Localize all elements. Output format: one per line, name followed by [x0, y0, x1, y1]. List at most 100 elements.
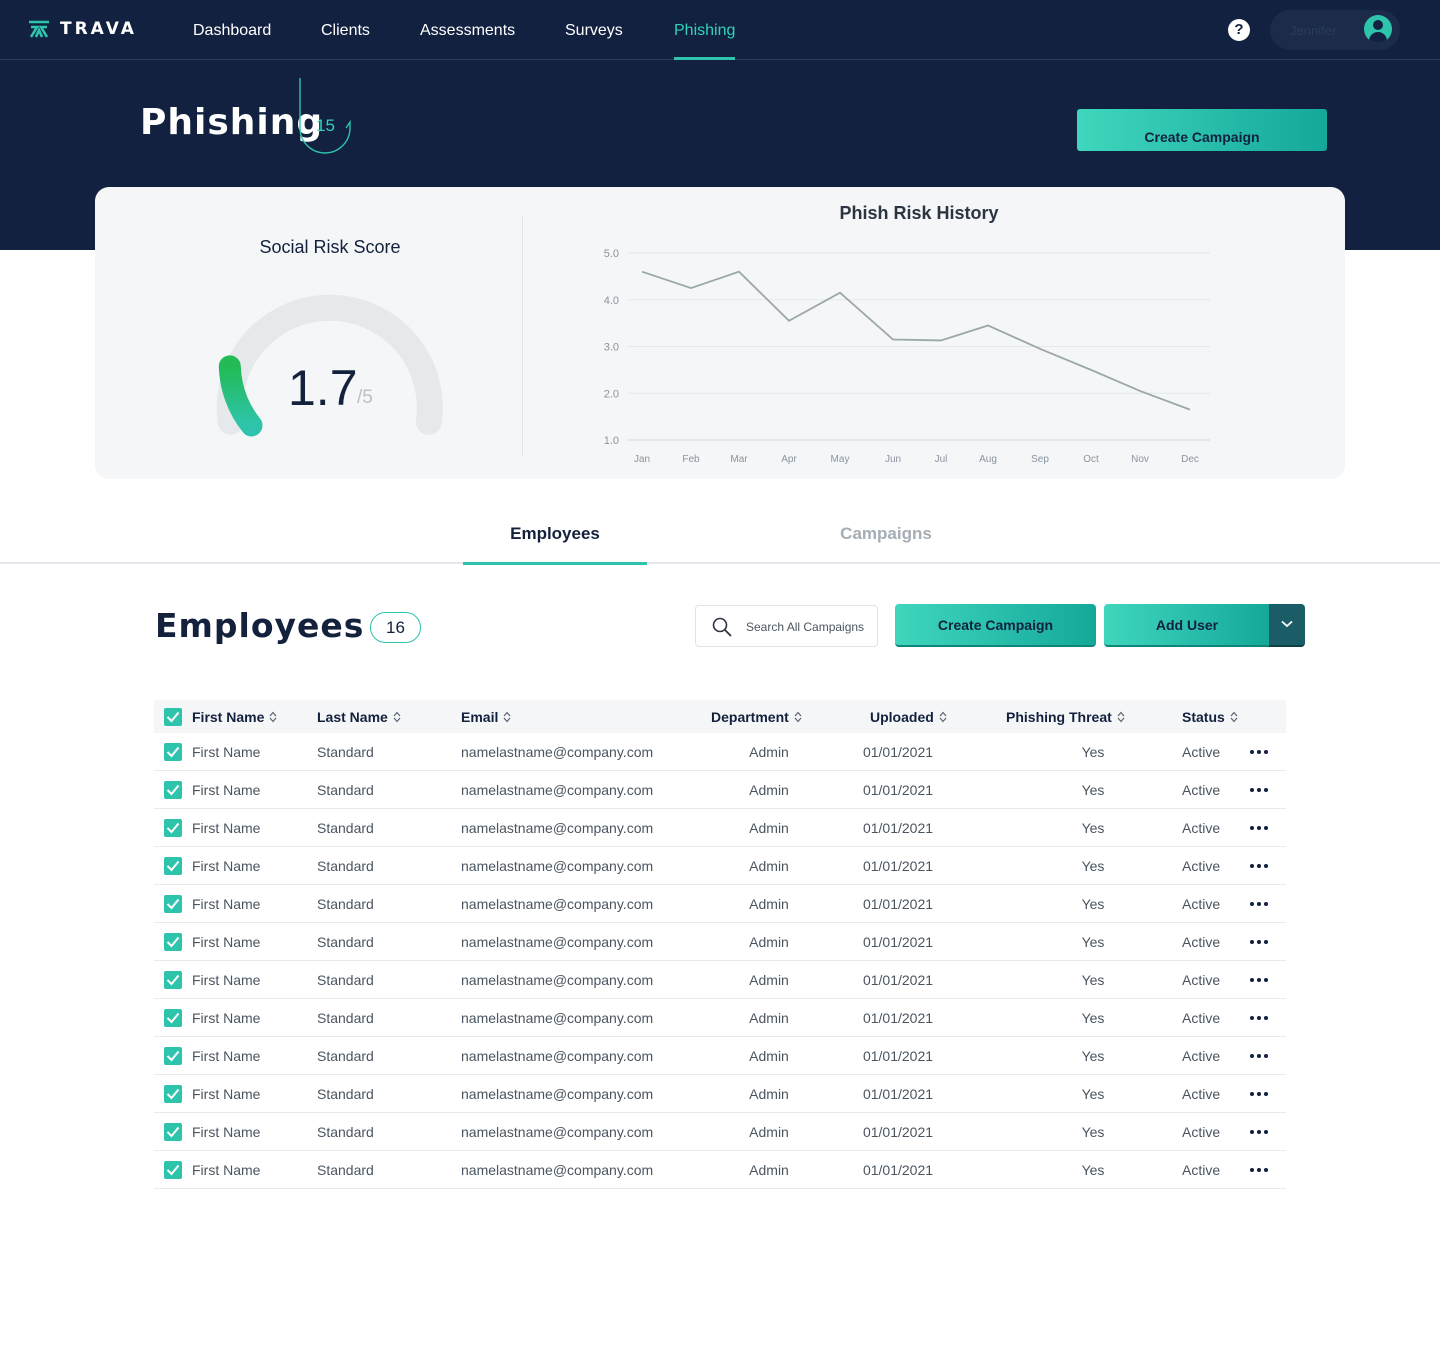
- column-email[interactable]: Email: [461, 700, 511, 733]
- x-tick-label: Aug: [979, 454, 997, 465]
- table-row[interactable]: First Name Standard namelastname@company.c…: [154, 923, 1286, 961]
- page-title: Phishing: [140, 102, 324, 143]
- cell-email: namelastname@company.com: [461, 858, 654, 874]
- row-checkbox[interactable]: [164, 1161, 182, 1179]
- row-checkbox[interactable]: [164, 743, 182, 761]
- select-all-checkbox[interactable]: [164, 708, 182, 726]
- brand-name: TRAVA: [60, 19, 137, 39]
- column-label: Uploaded: [870, 709, 934, 725]
- table-row[interactable]: First Name Standard namelastname@company.c…: [154, 1075, 1286, 1113]
- cell-last-name: Standard: [317, 1010, 374, 1026]
- row-checkbox[interactable]: [164, 1009, 182, 1027]
- top-navigation: TRAVA Dashboard Clients Assessments Surv…: [0, 0, 1440, 60]
- add-user-button[interactable]: Add User: [1104, 604, 1270, 647]
- more-dots-icon[interactable]: [1248, 1113, 1272, 1151]
- cell-phishing-threat: Yes: [1081, 934, 1105, 950]
- nav-phishing[interactable]: Phishing: [674, 0, 736, 60]
- more-dots-icon[interactable]: [1248, 1151, 1272, 1189]
- risk-stats-card: Social Risk Score 1.7 /5 Phish Risk Hist…: [95, 187, 1345, 479]
- cell-department: Admin: [749, 934, 789, 950]
- nav-surveys[interactable]: Surveys: [565, 22, 623, 39]
- cell-email: namelastname@company.com: [461, 1086, 654, 1102]
- search-input[interactable]: [746, 617, 870, 637]
- cell-status: Active: [1182, 744, 1221, 760]
- nav-dashboard[interactable]: Dashboard: [193, 22, 272, 39]
- more-dots-icon[interactable]: [1248, 961, 1272, 999]
- x-tick-label: Feb: [682, 454, 700, 465]
- row-checkbox[interactable]: [164, 933, 182, 951]
- more-dots-icon[interactable]: [1248, 923, 1272, 961]
- cell-email: namelastname@company.com: [461, 896, 654, 912]
- cell-uploaded: 01/01/2021: [862, 1086, 934, 1102]
- more-dots-icon[interactable]: [1248, 999, 1272, 1037]
- more-dots-icon[interactable]: [1248, 1037, 1272, 1075]
- more-dots-icon[interactable]: [1248, 733, 1272, 771]
- column-last-name[interactable]: Last Name: [317, 700, 401, 733]
- cell-status: Active: [1182, 1124, 1221, 1140]
- tab-bar: Employees Campaigns: [0, 510, 1440, 565]
- more-dots-icon[interactable]: [1248, 1075, 1272, 1113]
- user-menu[interactable]: Jennifer: [1270, 10, 1400, 50]
- y-tick-label: 1.0: [604, 435, 619, 447]
- table-row[interactable]: First Name Standard namelastname@company.c…: [154, 809, 1286, 847]
- cell-uploaded: 01/01/2021: [862, 1048, 934, 1064]
- cell-last-name: Standard: [317, 972, 374, 988]
- checkbox-checked-icon: [166, 1012, 180, 1024]
- row-checkbox[interactable]: [164, 1123, 182, 1141]
- row-checkbox[interactable]: [164, 1085, 182, 1103]
- cell-email: namelastname@company.com: [461, 1124, 654, 1140]
- search-box[interactable]: [695, 605, 878, 647]
- cell-first-name: First Name: [192, 820, 261, 836]
- table-row[interactable]: First Name Standard namelastname@company.c…: [154, 733, 1286, 771]
- nav-assessments[interactable]: Assessments: [420, 22, 516, 39]
- table-row[interactable]: First Name Standard namelastname@company.c…: [154, 1037, 1286, 1075]
- checkbox-checked-icon: [166, 974, 180, 986]
- sort-icon: [503, 711, 511, 723]
- row-checkbox[interactable]: [164, 971, 182, 989]
- more-dots-icon[interactable]: [1248, 809, 1272, 847]
- more-dots-icon[interactable]: [1248, 771, 1272, 809]
- sort-icon: [393, 711, 401, 723]
- column-phishing-threat[interactable]: Phishing Threat: [1006, 700, 1125, 733]
- column-department[interactable]: Department: [711, 700, 802, 733]
- cell-status: Active: [1182, 858, 1221, 874]
- column-label: First Name: [192, 709, 265, 725]
- more-dots-icon[interactable]: [1248, 885, 1272, 923]
- cell-last-name: Standard: [317, 820, 374, 836]
- cell-first-name: First Name: [192, 1048, 261, 1064]
- row-checkbox[interactable]: [164, 857, 182, 875]
- cell-phishing-threat: Yes: [1081, 1048, 1105, 1064]
- table-row[interactable]: First Name Standard namelastname@company.c…: [154, 847, 1286, 885]
- add-user-dropdown-button[interactable]: [1269, 604, 1305, 647]
- table-row[interactable]: First Name Standard namelastname@company.c…: [154, 999, 1286, 1037]
- risk-score-value: 1.7: [288, 360, 358, 416]
- checkbox-checked-icon: [166, 936, 180, 948]
- create-campaign-header-button[interactable]: Create Campaign: [1077, 109, 1327, 151]
- x-tick-label: Nov: [1131, 454, 1149, 465]
- cell-phishing-threat: Yes: [1081, 972, 1105, 988]
- table-row[interactable]: First Name Standard namelastname@company.c…: [154, 771, 1286, 809]
- column-status[interactable]: Status: [1182, 700, 1238, 733]
- help-icon[interactable]: ?: [1228, 19, 1250, 41]
- cell-email: namelastname@company.com: [461, 934, 654, 950]
- table-row[interactable]: First Name Standard namelastname@company.c…: [154, 885, 1286, 923]
- table-row[interactable]: First Name Standard namelastname@company.c…: [154, 1151, 1286, 1189]
- tab-employees[interactable]: Employees: [463, 510, 647, 565]
- row-checkbox[interactable]: [164, 895, 182, 913]
- row-checkbox[interactable]: [164, 781, 182, 799]
- nav-clients[interactable]: Clients: [321, 22, 370, 39]
- more-dots-icon[interactable]: [1248, 847, 1272, 885]
- cell-last-name: Standard: [317, 1124, 374, 1140]
- row-checkbox[interactable]: [164, 819, 182, 837]
- row-checkbox[interactable]: [164, 1047, 182, 1065]
- tab-campaigns[interactable]: Campaigns: [840, 524, 932, 543]
- table-row[interactable]: First Name Standard namelastname@company.c…: [154, 1113, 1286, 1151]
- brand-logo[interactable]: TRAVA: [28, 18, 137, 40]
- column-uploaded[interactable]: Uploaded: [870, 700, 947, 733]
- table-row[interactable]: First Name Standard namelastname@company.c…: [154, 961, 1286, 999]
- cell-uploaded: 01/01/2021: [862, 744, 934, 760]
- cell-phishing-threat: Yes: [1081, 858, 1105, 874]
- create-campaign-button[interactable]: Create Campaign: [895, 604, 1096, 647]
- sort-icon: [1117, 711, 1125, 723]
- column-first-name[interactable]: First Name: [192, 700, 277, 733]
